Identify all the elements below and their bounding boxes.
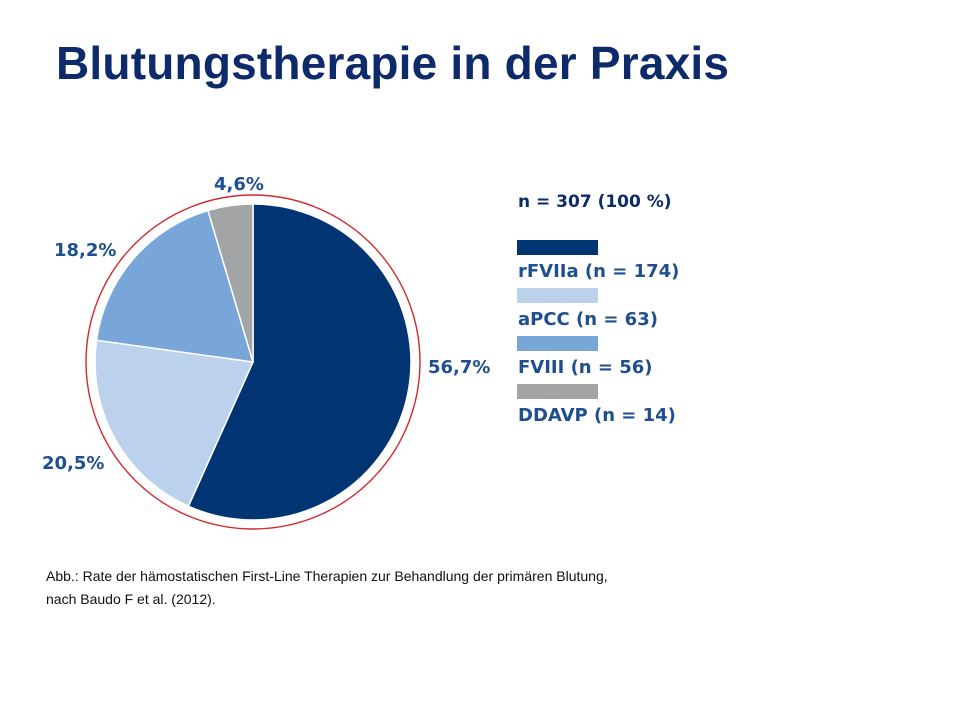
pie-slice-2	[94, 339, 254, 507]
pie-slice-1	[187, 203, 412, 521]
caption-line-2: nach Baudo F et al. (2012).	[46, 591, 216, 607]
legend-swatch-1	[517, 240, 598, 255]
legend-swatch-2	[517, 288, 598, 303]
legend-swatch-4	[517, 384, 598, 399]
pie-value-label-1: 56,7%	[428, 357, 490, 378]
pie-value-label-2: 20,5%	[42, 453, 104, 474]
legend-label-3: FVIII (n = 56)	[518, 357, 653, 378]
figure-caption: Abb.: Rate der hämostatischen First-Line…	[46, 565, 608, 611]
pie-value-label-3: 18,2%	[54, 240, 116, 261]
legend-swatch-3	[517, 336, 598, 351]
legend: n = 307 (100 %) rFVIIa (n = 174) aPCC (n …	[517, 192, 679, 426]
legend-label-1: rFVIIa (n = 174)	[518, 261, 679, 282]
pie-slice-3	[95, 209, 254, 363]
pie-value-label-4: 4,6%	[214, 174, 264, 195]
pie-value-labels: 56,7% 20,5% 18,2% 4,6%	[42, 174, 490, 474]
pie-slice-4	[207, 203, 254, 363]
pie-slices	[85, 194, 421, 530]
legend-label-2: aPCC (n = 63)	[518, 309, 658, 330]
caption-line-1: Abb.: Rate der hämostatischen First-Line…	[46, 568, 608, 584]
legend-label-4: DDAVP (n = 14)	[518, 405, 676, 426]
pie-outer-ring	[85, 194, 421, 530]
legend-total-label: n = 307 (100 %)	[518, 192, 672, 212]
slide-title: Blutungstherapie in der Praxis	[56, 37, 730, 89]
